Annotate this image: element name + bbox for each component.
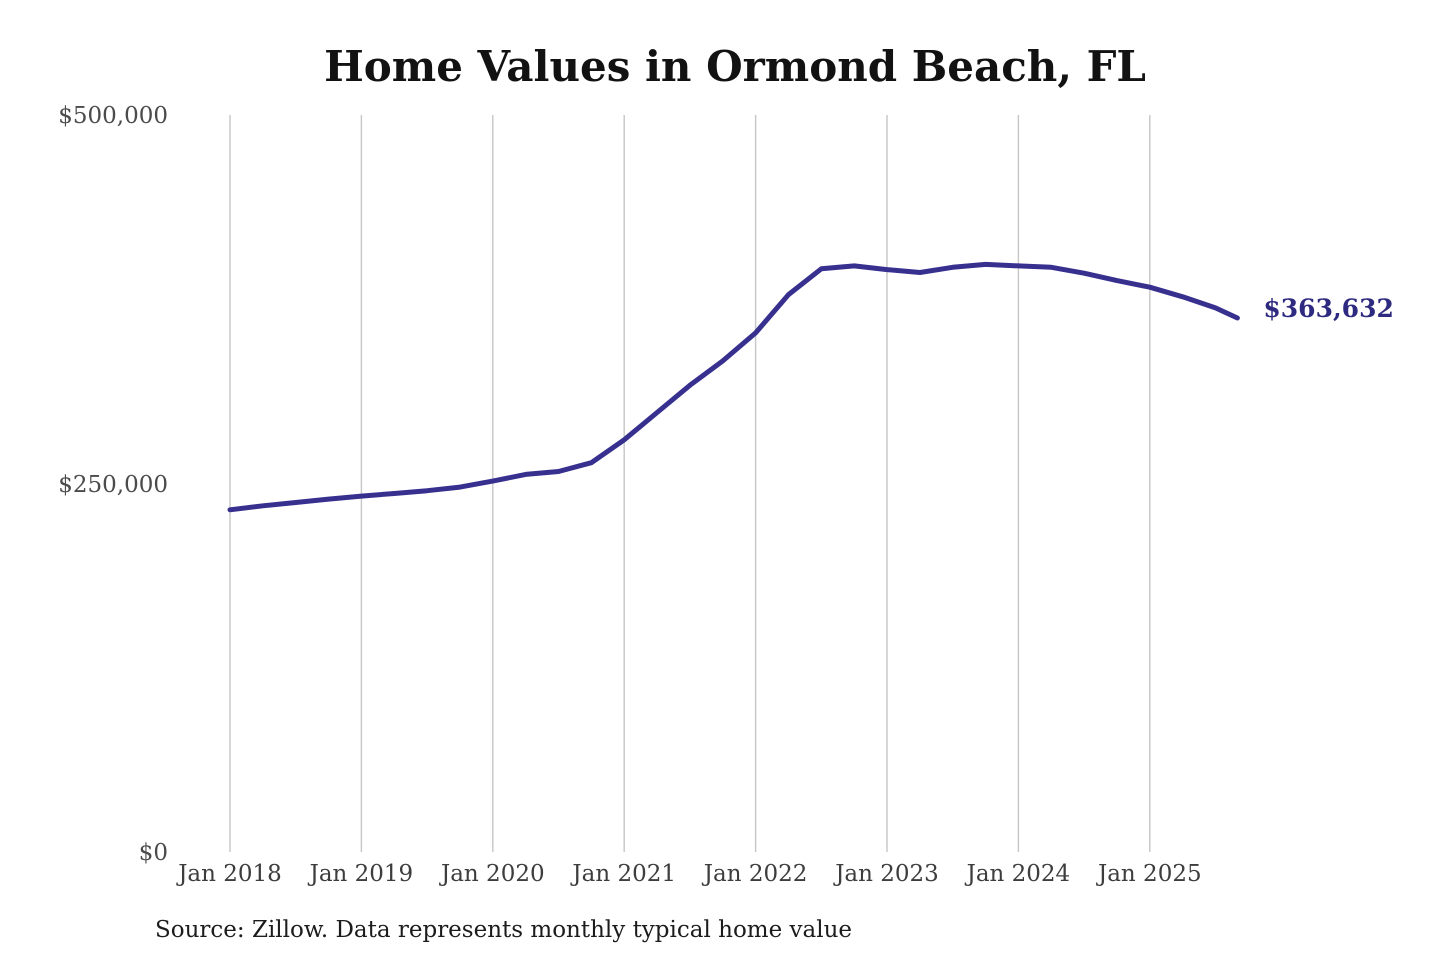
y-axis-label: $250,000 [58,471,168,498]
chart-title: Home Values in Ormond Beach, FL [324,42,1146,91]
x-axis-label: Jan 2024 [966,861,1071,887]
x-axis-label: Jan 2020 [441,861,545,887]
gridlines [229,115,1151,852]
x-axis-label: Jan 2018 [178,861,282,887]
x-axis-label: Jan 2023 [835,861,939,887]
x-axis-label: Jan 2022 [703,861,808,887]
end-value-label: $363,632 [1263,294,1394,323]
y-axis-label: $0 [138,840,168,866]
y-axis-label: $500,000 [58,103,168,129]
x-axis-label: Jan 2019 [309,861,414,887]
home-value-line [227,261,1240,513]
source-note: Source: Zillow. Data represents monthly … [155,917,853,943]
x-axis-label: Jan 2021 [572,861,676,887]
x-axis-label: Jan 2025 [1098,861,1202,887]
